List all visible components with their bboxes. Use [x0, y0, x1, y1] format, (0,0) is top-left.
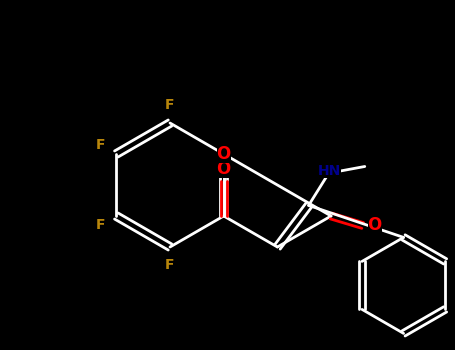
Text: O: O: [368, 217, 382, 235]
Text: O: O: [217, 160, 231, 178]
Text: F: F: [165, 258, 175, 272]
Text: O: O: [217, 145, 231, 163]
Text: F: F: [165, 98, 175, 112]
Text: F: F: [96, 138, 106, 152]
Text: F: F: [96, 218, 106, 232]
Text: HN: HN: [318, 164, 341, 178]
